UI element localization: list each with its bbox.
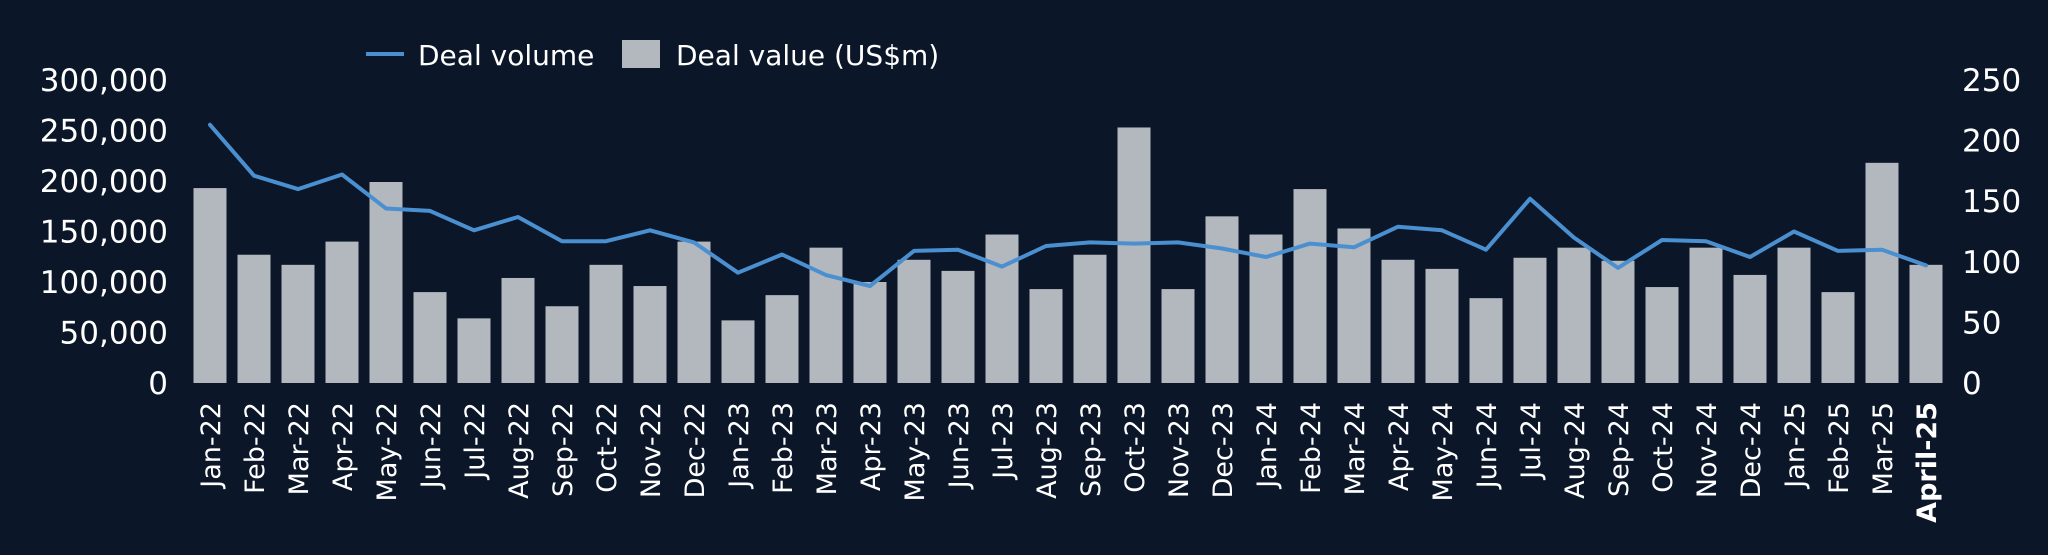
x-tick-label: Jul-22 (460, 402, 491, 481)
x-tick-label: Feb-24 (1296, 402, 1327, 494)
deal-value-bar (1514, 258, 1547, 383)
deal-value-bar (1602, 261, 1635, 383)
x-tick-label: Aug-22 (504, 402, 535, 499)
x-tick-label: Feb-22 (240, 402, 271, 494)
right-tick-label: 100 (1962, 245, 2021, 281)
deal-value-bar (1646, 287, 1679, 383)
deal-value-bar (1910, 265, 1943, 383)
deal-value-bar (238, 255, 271, 383)
left-axis: 0 50,000 100,000 150,000 200,000 250,000 300,0… (40, 63, 168, 402)
deal-value-bar (502, 278, 535, 383)
x-tick-label: Mar-24 (1340, 402, 1371, 495)
left-tick-label: 150,000 (40, 215, 168, 251)
x-tick-label: Sep-24 (1604, 402, 1635, 497)
x-tick-label: Jan-23 (724, 402, 755, 490)
x-tick-label: Oct-24 (1648, 402, 1679, 493)
x-tick-label: Dec-24 (1736, 402, 1767, 498)
deal-value-bar (898, 260, 931, 383)
deal-value-bar (546, 306, 579, 383)
deal-value-bar (1558, 248, 1591, 383)
x-tick-label: Oct-22 (592, 402, 623, 493)
deal-value-bar (1118, 127, 1151, 383)
left-tick-label: 200,000 (40, 164, 168, 200)
legend-bar-label: Deal value (US$m) (676, 39, 939, 72)
deal-value-bar (722, 320, 755, 383)
deal-value-bar (1690, 248, 1723, 383)
x-tick-label: Oct-23 (1120, 402, 1151, 493)
deal-value-bar (1162, 289, 1195, 383)
x-tick-label: May-23 (900, 402, 931, 501)
x-tick-label: May-24 (1428, 402, 1459, 501)
x-tick-label: Mar-23 (812, 402, 843, 495)
x-tick-label: Nov-22 (636, 402, 667, 498)
deal-value-bar (1470, 298, 1503, 383)
deal-value-bar (1382, 260, 1415, 383)
deal-value-bar (1778, 248, 1811, 383)
legend: Deal volume Deal value (US$m) (366, 39, 939, 72)
deal-value-bar (1294, 189, 1327, 383)
x-tick-label: Sep-22 (548, 402, 579, 497)
left-tick-label: 0 (148, 366, 168, 402)
x-tick-label: Dec-23 (1208, 402, 1239, 498)
x-tick-label: Jan-22 (196, 402, 227, 490)
right-tick-label: 150 (1962, 184, 2021, 220)
x-tick-label: Apr-24 (1384, 402, 1415, 491)
x-tick-label: Aug-24 (1560, 402, 1591, 499)
x-tick-label: Jun-23 (944, 402, 975, 490)
deal-value-bar (1074, 255, 1107, 383)
x-tick-label: Mar-22 (284, 402, 315, 495)
x-tick-label: Feb-23 (768, 402, 799, 494)
left-tick-label: 250,000 (40, 114, 168, 150)
deal-value-bar (1734, 275, 1767, 383)
deal-value-bar (1030, 289, 1063, 383)
x-tick-label: Jan-25 (1780, 402, 1811, 490)
deal-value-bar (1426, 269, 1459, 383)
legend-bar-swatch (622, 40, 660, 68)
deal-value-bar (1338, 228, 1371, 383)
deal-value-bar (1822, 292, 1855, 383)
right-tick-label: 250 (1962, 63, 2021, 99)
deal-value-bar (194, 188, 227, 383)
x-tick-label: Feb-25 (1824, 402, 1855, 494)
deal-value-bar (678, 242, 711, 383)
right-tick-label: 200 (1962, 124, 2021, 160)
x-tick-label: Jun-22 (416, 402, 447, 490)
deal-value-bar (766, 295, 799, 383)
x-tick-label: April-25 (1912, 402, 1943, 523)
deal-value-bar (326, 242, 359, 383)
x-tick-label: Jul-24 (1516, 402, 1547, 481)
x-tick-label: Jun-24 (1472, 402, 1503, 490)
x-tick-label: Jan-24 (1252, 402, 1283, 490)
left-tick-label: 300,000 (40, 63, 168, 99)
deal-value-bar (1866, 163, 1899, 383)
x-tick-label: Dec-22 (680, 402, 711, 498)
x-tick-label: Aug-23 (1032, 402, 1063, 499)
x-tick-label: Mar-25 (1868, 402, 1899, 495)
x-tick-label: Nov-23 (1164, 402, 1195, 498)
deal-value-bar (986, 235, 1019, 383)
left-tick-label: 50,000 (60, 316, 168, 352)
deal-value-bar (370, 182, 403, 383)
deal-value-bar (590, 265, 623, 383)
x-tick-label: Apr-22 (328, 402, 359, 491)
deal-value-bar (282, 265, 315, 383)
x-tick-label: Apr-23 (856, 402, 887, 491)
left-tick-label: 100,000 (40, 265, 168, 301)
deal-value-bar (634, 286, 667, 383)
x-tick-label: Sep-23 (1076, 402, 1107, 497)
deal-value-bar (414, 292, 447, 383)
right-tick-label: 50 (1962, 305, 2001, 341)
deal-value-bar (458, 318, 491, 383)
right-tick-label: 0 (1962, 366, 1982, 402)
x-tick-label: Nov-24 (1692, 402, 1723, 498)
legend-line-label: Deal volume (418, 39, 594, 72)
x-tick-label: Jul-23 (988, 402, 1019, 481)
x-tick-label: May-22 (372, 402, 403, 501)
deal-value-bar (1206, 216, 1239, 383)
deal-value-bar (942, 271, 975, 383)
deal-value-bar (854, 282, 887, 383)
